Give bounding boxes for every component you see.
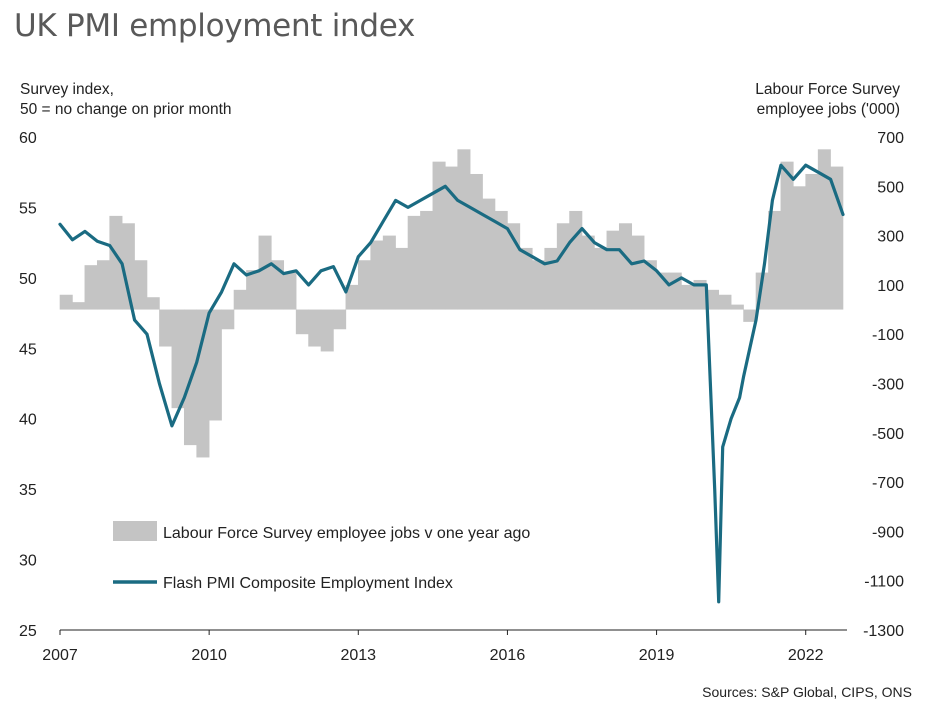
bar: [681, 284, 695, 310]
bar: [780, 161, 794, 310]
bar: [59, 294, 73, 310]
bar-series: [59, 149, 844, 458]
bar: [643, 260, 657, 310]
bar: [768, 210, 782, 310]
bar: [382, 235, 396, 310]
bar: [618, 223, 633, 310]
legend-line-label: Flash PMI Composite Employment Index: [163, 575, 453, 592]
bar: [519, 247, 533, 310]
x-tick-label: 2007: [42, 647, 78, 664]
bar: [320, 309, 334, 352]
legend-bar-label: Labour Force Survey employee jobs v one …: [163, 525, 530, 542]
left-tick-label: 40: [19, 412, 37, 429]
bar: [84, 265, 98, 310]
bar: [357, 260, 372, 310]
right-tick-label: -1300: [863, 623, 904, 640]
bar: [606, 230, 620, 310]
bar: [208, 309, 222, 421]
bar: [146, 297, 160, 310]
right-axis-title: Labour Force Survey employee jobs ('000): [755, 80, 900, 120]
bar: [370, 240, 384, 310]
bar: [109, 215, 123, 310]
bar: [792, 186, 807, 310]
x-tick-label: 2016: [490, 647, 526, 664]
left-axis-title: Survey index, 50 = no change on prior mo…: [20, 80, 232, 120]
bar: [432, 161, 446, 310]
source-note: Sources: S&P Global, CIPS, ONS: [702, 684, 912, 700]
bar: [569, 210, 583, 310]
right-tick-label: -1100: [864, 574, 904, 591]
bar: [730, 304, 744, 310]
right-axis: -1300 -1100 -900 -700 -500 -300 -100 100 300 500 7…: [863, 130, 904, 640]
bar: [531, 260, 546, 310]
bar: [631, 235, 645, 310]
bar: [308, 309, 322, 347]
x-axis: 2007 2010 2013 2016 2019 2022: [42, 630, 824, 664]
right-tick-label: -700: [872, 475, 904, 492]
bar: [556, 223, 570, 310]
bar: [258, 235, 272, 310]
right-tick-label: 300: [877, 229, 904, 246]
bar: [817, 149, 831, 310]
bar: [171, 309, 185, 409]
bar: [457, 149, 471, 310]
bar: [221, 309, 235, 330]
bar: [594, 247, 608, 310]
left-tick-label: 55: [19, 200, 37, 217]
pmi-line-series: [58, 163, 845, 604]
left-tick-label: 30: [19, 553, 37, 570]
bar: [121, 223, 135, 310]
right-tick-label: -500: [872, 426, 904, 443]
bar: [581, 235, 595, 310]
bar: [469, 173, 483, 310]
right-tick-label: -900: [872, 524, 904, 541]
left-tick-label: 50: [19, 271, 37, 288]
legend: Labour Force Survey employee jobs v one …: [113, 521, 530, 592]
left-axis: 25 30 35 40 45 50 55 60: [19, 130, 37, 640]
left-tick-label: 25: [19, 623, 37, 640]
x-tick-label: 2013: [340, 647, 376, 664]
right-axis-title-line-1: Labour Force Survey: [755, 81, 900, 98]
left-tick-label: 45: [19, 341, 37, 358]
bar: [407, 215, 421, 310]
x-tick-label: 2022: [788, 647, 824, 664]
left-tick-label: 35: [19, 482, 37, 499]
chart-title: UK PMI employment index: [14, 8, 416, 44]
bar: [72, 302, 86, 310]
left-tick-label: 60: [19, 130, 37, 147]
bar: [718, 294, 732, 310]
bar: [420, 210, 434, 310]
bar: [345, 284, 359, 310]
bar: [333, 309, 347, 330]
left-axis-title-line-2: 50 = no change on prior month: [20, 101, 232, 118]
bar: [743, 309, 757, 322]
bar: [246, 270, 260, 310]
right-tick-label: -100: [872, 327, 904, 344]
bar: [693, 279, 707, 310]
right-tick-label: -300: [872, 377, 904, 394]
right-tick-label: 500: [877, 179, 904, 196]
right-tick-label: 700: [877, 130, 904, 147]
bar: [544, 247, 558, 310]
bar: [494, 210, 508, 310]
left-axis-title-line-1: Survey index,: [20, 81, 114, 98]
bar: [482, 198, 496, 310]
legend-bar-swatch: [113, 521, 157, 541]
bar: [444, 166, 459, 310]
right-tick-label: 100: [877, 278, 904, 295]
bar: [134, 260, 148, 310]
bar: [283, 272, 297, 310]
x-tick-label: 2019: [639, 647, 675, 664]
bar: [233, 289, 247, 310]
bar: [295, 309, 309, 335]
right-axis-title-line-2: employee jobs ('000): [756, 101, 900, 118]
x-tick-label: 2010: [191, 647, 227, 664]
bar: [705, 289, 720, 310]
bar: [805, 173, 819, 310]
bar: [96, 260, 111, 310]
bar: [395, 247, 409, 310]
bar: [159, 309, 173, 347]
